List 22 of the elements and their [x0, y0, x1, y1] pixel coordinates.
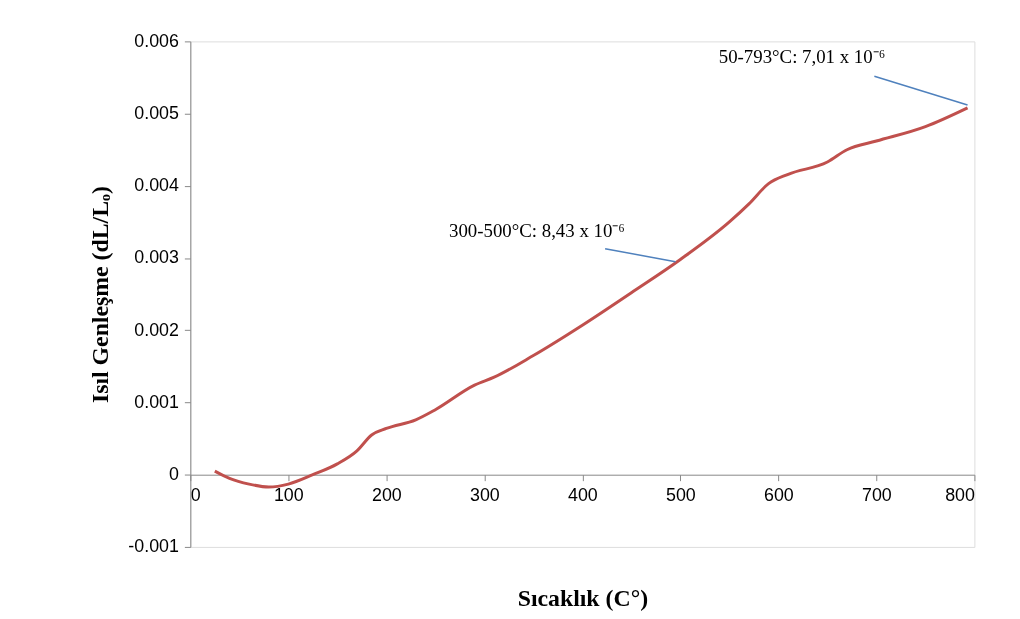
y-tick-label: 0: [169, 464, 179, 485]
x-tick-label: 700: [862, 484, 892, 505]
y-tick-label: 0.005: [134, 103, 179, 124]
x-tick-label: 300: [469, 484, 500, 505]
x-tick-label: 0: [190, 484, 201, 505]
y-tick-label: 0.001: [134, 391, 179, 412]
annotation: 300-500°C: 8,43 x 10⁻⁶: [448, 219, 625, 241]
y-tick-label: -0.001: [128, 536, 179, 557]
y-tick-label: 0.006: [134, 30, 179, 51]
y-tick-label: 0.004: [134, 175, 179, 196]
x-tick-label: 200: [371, 484, 402, 505]
annotation: 50-793°C: 7,01 x 10⁻⁶: [718, 46, 886, 68]
x-tick-label: 500: [665, 484, 696, 505]
x-tick-label: 400: [567, 484, 598, 505]
x-tick-label: 100: [273, 484, 304, 505]
x-axis-title: Sıcaklık (C°): [517, 584, 649, 611]
y-axis-title: Isıl Genleşme (dL/Lₒ): [86, 186, 113, 404]
y-tick-label: 0.003: [134, 247, 179, 268]
x-tick-label: 800: [945, 484, 975, 505]
line-series: [213, 106, 970, 489]
y-tick-label: 0.002: [134, 319, 179, 340]
x-tick-label: 600: [764, 484, 794, 505]
